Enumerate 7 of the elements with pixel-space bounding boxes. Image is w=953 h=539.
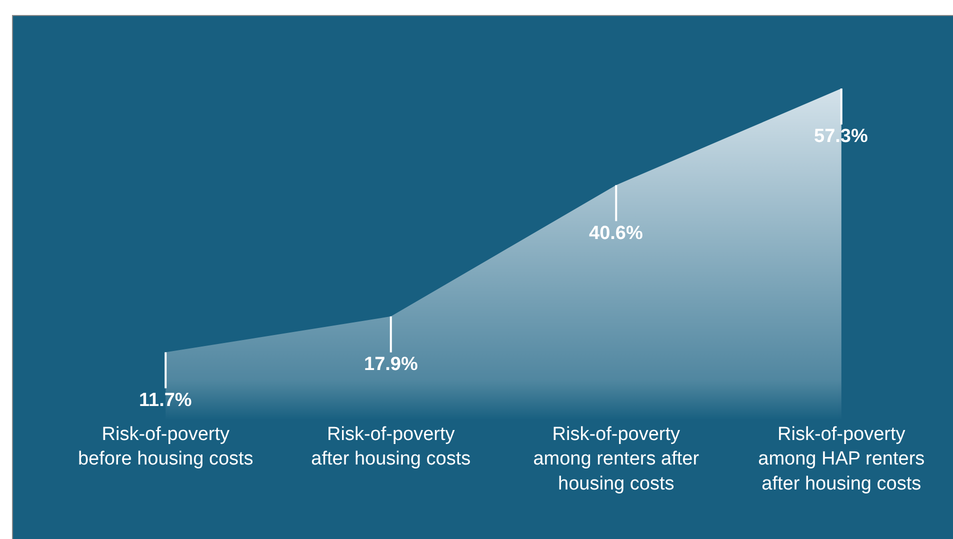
data-label: 11.7%	[139, 390, 192, 411]
x-tick-label: Risk-of-poverty after housing costs	[311, 424, 471, 470]
x-tick-label: Risk-of-poverty before housing costs	[78, 424, 254, 470]
data-label: 17.9%	[364, 354, 418, 375]
x-tick-label: Risk-of-poverty among renters after housing costs	[533, 424, 700, 494]
x-tick-label: Risk-of-poverty among HAP renters after housing costs	[758, 424, 925, 494]
data-label: 40.6%	[589, 223, 643, 244]
